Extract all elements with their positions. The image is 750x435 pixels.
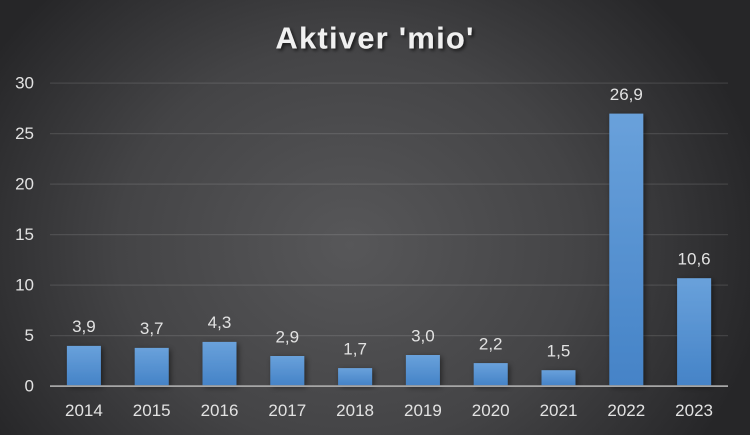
svg-text:2,9: 2,9 xyxy=(275,327,299,346)
svg-text:4,3: 4,3 xyxy=(208,313,232,332)
svg-text:15: 15 xyxy=(15,225,34,244)
svg-text:5: 5 xyxy=(25,326,34,345)
svg-text:2014: 2014 xyxy=(65,401,103,420)
svg-text:3,7: 3,7 xyxy=(140,319,164,338)
svg-text:2023: 2023 xyxy=(675,401,713,420)
svg-text:10: 10 xyxy=(15,276,34,295)
svg-text:1,7: 1,7 xyxy=(343,339,367,358)
svg-text:1,5: 1,5 xyxy=(547,342,571,361)
svg-text:10,6: 10,6 xyxy=(678,250,711,269)
svg-text:2020: 2020 xyxy=(472,401,510,420)
svg-text:0: 0 xyxy=(25,377,34,396)
svg-text:26,9: 26,9 xyxy=(610,85,643,104)
svg-text:2,2: 2,2 xyxy=(479,334,503,353)
svg-text:2017: 2017 xyxy=(268,401,306,420)
svg-text:2018: 2018 xyxy=(336,401,374,420)
svg-text:2015: 2015 xyxy=(133,401,171,420)
svg-text:3,9: 3,9 xyxy=(72,317,96,336)
svg-text:2022: 2022 xyxy=(607,401,645,420)
svg-text:2021: 2021 xyxy=(540,401,578,420)
svg-text:2019: 2019 xyxy=(404,401,442,420)
svg-text:3,0: 3,0 xyxy=(411,326,435,345)
svg-text:2016: 2016 xyxy=(201,401,239,420)
svg-text:Aktiver 'mio': Aktiver 'mio' xyxy=(275,20,474,55)
svg-text:30: 30 xyxy=(15,74,34,93)
svg-text:20: 20 xyxy=(15,175,34,194)
svg-text:25: 25 xyxy=(15,124,34,143)
